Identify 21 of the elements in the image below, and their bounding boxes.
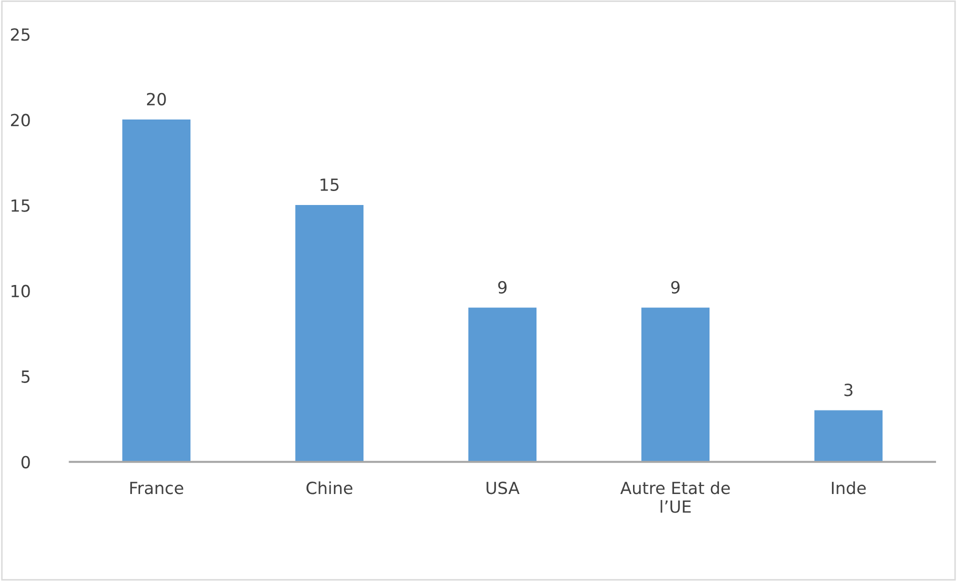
bar xyxy=(814,410,883,462)
data-label: 9 xyxy=(498,281,507,294)
bar xyxy=(468,308,537,462)
data-label: 15 xyxy=(320,178,339,191)
data-label: 20 xyxy=(146,92,166,106)
x-tick-label: USA xyxy=(486,482,520,494)
y-tick-label: 20 xyxy=(10,114,30,126)
x-tick-label: Chine xyxy=(306,481,352,494)
y-tick-label: 25 xyxy=(10,28,30,41)
bar xyxy=(122,119,190,462)
x-tick-label: Inde xyxy=(832,481,866,494)
y-tick-label: 0 xyxy=(21,456,30,468)
y-tick-label: 5 xyxy=(22,370,30,383)
x-tick-label: France xyxy=(130,482,184,494)
bar xyxy=(641,308,710,462)
y-tick-label: 15 xyxy=(12,200,30,212)
data-label: 3 xyxy=(844,384,852,396)
y-tick-label: 10 xyxy=(12,284,30,298)
x-tick-label: Autre Etat de l’UE xyxy=(620,481,730,513)
bar xyxy=(295,204,364,462)
data-label: 9 xyxy=(671,281,680,294)
